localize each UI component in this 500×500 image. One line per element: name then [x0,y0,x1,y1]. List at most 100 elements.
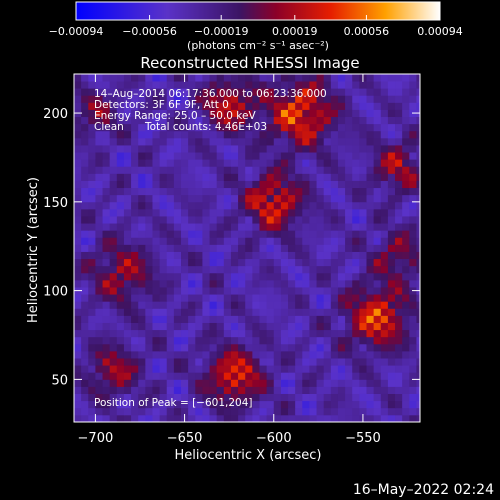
heatmap-cell [95,95,103,103]
heatmap-cell [181,180,189,189]
heatmap-cell [188,251,196,260]
heatmap-cell [366,251,375,260]
heatmap-cell [195,173,203,181]
heatmap-cell [216,81,225,89]
heatmap-cell [195,407,203,416]
heatmap-cell [116,343,125,352]
heatmap-cell [238,272,246,281]
heatmap-cell [280,230,289,238]
heatmap-cell [102,159,111,167]
heatmap-cell [359,308,367,316]
heatmap-cell [309,258,317,267]
heatmap-cell [373,287,382,295]
heatmap-cell [402,116,410,125]
heatmap-cell [209,393,218,402]
heatmap-cell [216,173,225,181]
heatmap-cell [102,201,111,210]
heatmap-cell [266,223,275,231]
heatmap-cell [88,74,96,82]
heatmap-cell [95,358,103,366]
heatmap-cell [202,166,210,174]
heatmap-cell [166,109,175,118]
heatmap-cell [159,287,168,295]
heatmap-cell [352,180,360,189]
heatmap-cell [387,81,396,89]
heatmap-cell [230,414,239,422]
heatmap-cell [102,372,111,380]
heatmap-cell [373,123,382,132]
annotation-energy-range: Energy Range: 25.0 – 50.0 keV [94,110,256,122]
heatmap-cell [195,223,203,231]
heatmap-cell [302,223,310,231]
heatmap-cell [380,194,389,203]
heatmap-cell [166,258,175,267]
heatmap-cell [295,279,303,288]
heatmap-cell [402,414,410,422]
heatmap-cell [409,279,417,288]
heatmap-cell [109,237,118,245]
heatmap-cell [316,166,325,174]
heatmap-cell [302,88,310,96]
heatmap-cell [273,116,282,125]
heatmap-cell [173,343,182,352]
heatmap-cell [223,279,232,288]
heatmap-cell [352,116,360,125]
heatmap-cell [138,350,146,359]
heatmap-cell [345,400,353,409]
heatmap-cell [273,358,282,366]
heatmap-cell [216,237,225,245]
heatmap-cell [152,81,160,89]
heatmap-cell [409,187,417,196]
heatmap-cell [295,137,303,146]
heatmap-cell [88,365,96,373]
heatmap-cell [395,201,403,210]
heatmap-cell [323,145,332,153]
heatmap-cell [359,230,367,238]
heatmap-cell [316,358,325,366]
heatmap-cell [345,358,353,366]
heatmap-cell [373,88,382,96]
heatmap-cell [173,102,182,110]
heatmap-cell [316,208,325,217]
heatmap-cell [330,180,339,189]
heatmap-cell [252,336,260,345]
heatmap-cell [273,230,282,238]
heatmap-cell [95,279,103,288]
heatmap-cell [323,173,332,181]
heatmap-cell [323,350,332,359]
heatmap-cell [395,166,403,174]
heatmap-cell [330,201,339,210]
heatmap-cell [409,88,417,96]
heatmap-cell [223,74,232,82]
heatmap-cell [337,329,346,338]
heatmap-cell [202,95,210,103]
heatmap-cell [116,358,125,366]
heatmap-cell [402,194,410,203]
heatmap-cell [116,159,125,167]
heatmap-cell [323,237,332,245]
heatmap-cell [337,244,346,252]
heatmap-cell [316,414,325,422]
heatmap-cell [295,152,303,160]
heatmap-cell [202,109,210,118]
heatmap-cell [337,336,346,345]
heatmap-cell [102,130,111,139]
heatmap-cell [173,308,182,316]
heatmap-cell [223,208,232,217]
heatmap-cell [409,315,417,323]
heatmap-cell [188,400,196,409]
heatmap-cell [209,180,218,189]
heatmap-cell [288,223,296,231]
heatmap-cell [202,81,210,89]
heatmap-cell [74,365,82,373]
heatmap-cell [409,74,417,82]
heatmap-cell [323,159,332,167]
heatmap-cell [145,393,153,402]
heatmap-cell [409,180,417,189]
heatmap-cell [266,187,275,196]
heatmap-cell [373,130,382,139]
heatmap-cell [109,414,118,422]
heatmap-cell [216,145,225,153]
heatmap-cell [238,258,246,267]
heatmap-cell [209,173,218,181]
